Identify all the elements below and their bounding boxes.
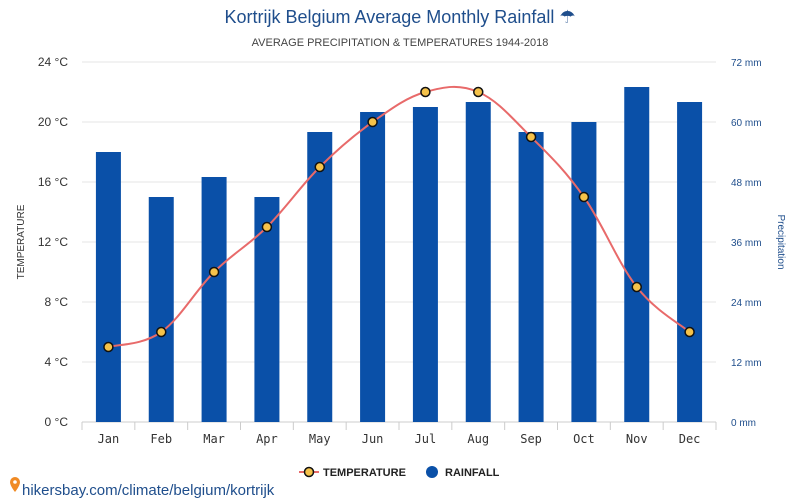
legend-item-temperature[interactable]: TEMPERATURE xyxy=(299,466,406,479)
temperature-point-aug[interactable] xyxy=(473,86,484,98)
rainfall-bar-jun[interactable] xyxy=(360,112,386,422)
footer-link[interactable]: hikersbay.com/climate/belgium/kortrijk xyxy=(10,477,275,499)
rainfall-bar-jul[interactable] xyxy=(412,107,438,422)
location-pin-icon xyxy=(10,477,20,492)
right-tick-label: 0 mm xyxy=(731,418,756,429)
right-axis-ticks: 0 mm 12 mm 24 mm 36 mm 48 mm 60 mm 72 mm xyxy=(731,58,762,429)
x-tick-label-dec: Dec xyxy=(679,432,701,446)
left-axis-ticks: 0 °C 4 °C 8 °C 12 °C 16 °C 20 °C 24 °C xyxy=(38,55,68,429)
x-tick-label-sep: Sep xyxy=(520,432,542,446)
x-tick-label-jun: Jun xyxy=(362,432,384,446)
temperature-point-jul[interactable] xyxy=(420,86,431,98)
legend[interactable]: TEMPERATURE RAINFALL xyxy=(299,466,500,479)
temperature-point-sep[interactable] xyxy=(525,131,537,143)
temperature-line xyxy=(103,85,695,353)
x-tick-label-nov: Nov xyxy=(626,432,648,446)
legend-item-rainfall[interactable]: RAINFALL xyxy=(426,466,500,479)
temperature-point-may[interactable] xyxy=(314,161,325,173)
right-tick-label: 72 mm xyxy=(731,58,762,69)
rainfall-bar-oct[interactable] xyxy=(571,122,597,422)
grid-lines xyxy=(81,61,717,430)
x-tick-label-mar: Mar xyxy=(203,432,225,446)
legend-temperature-label: TEMPERATURE xyxy=(323,467,406,479)
rainfall-bar-mar[interactable] xyxy=(201,177,227,422)
left-tick-label: 0 °C xyxy=(45,415,69,429)
temperature-point-feb[interactable] xyxy=(156,326,167,338)
right-axis-label: Precipitation xyxy=(775,214,786,269)
temperature-curve xyxy=(108,85,691,348)
temperature-point-apr[interactable] xyxy=(261,221,273,233)
location-pin-dot xyxy=(13,480,17,484)
left-tick-label: 24 °C xyxy=(38,55,68,69)
chart-subtitle: AVERAGE PRECIPITATION & TEMPERATURES 194… xyxy=(252,37,549,49)
footer-site-url[interactable]: hikersbay.com/climate/belgium/kortrijk xyxy=(22,482,275,499)
temperature-point-nov[interactable] xyxy=(631,281,642,293)
rainfall-bar-nov[interactable] xyxy=(624,87,650,422)
legend-rainfall-label: RAINFALL xyxy=(445,467,500,479)
temperature-point-jan[interactable] xyxy=(103,341,114,353)
x-tick-label-jan: Jan xyxy=(98,432,120,446)
legend-rainfall-dot-icon xyxy=(426,466,438,478)
rainfall-bar-dec[interactable] xyxy=(677,102,703,422)
right-tick-label: 24 mm xyxy=(731,298,762,309)
left-axis-label: TEMPERATURE xyxy=(16,204,27,279)
x-tick-label-aug: Aug xyxy=(467,432,489,446)
x-tick-label-apr: Apr xyxy=(256,432,278,446)
x-axis-ticks: Jan Feb Mar Apr May Jun Jul Aug Sep Oct Nov Dec xyxy=(98,432,701,446)
rainfall-bar-jan[interactable] xyxy=(95,152,121,422)
x-tick-label-feb: Feb xyxy=(150,432,172,446)
chart-title: Kortrijk Belgium Average Monthly Rainfal… xyxy=(225,7,576,27)
x-tick-label-jul: Jul xyxy=(415,432,437,446)
left-tick-label: 12 °C xyxy=(38,235,68,249)
temperature-point-mar[interactable] xyxy=(208,266,220,278)
rainfall-bar-feb[interactable] xyxy=(148,197,174,422)
right-tick-label: 60 mm xyxy=(731,118,762,129)
temperature-point-jun[interactable] xyxy=(367,116,378,128)
right-tick-label: 48 mm xyxy=(731,178,762,189)
left-tick-label: 4 °C xyxy=(45,355,69,369)
right-tick-label: 36 mm xyxy=(731,238,762,249)
left-tick-label: 20 °C xyxy=(38,115,68,129)
rainfall-bar-sep[interactable] xyxy=(518,132,544,422)
rainfall-bar-aug[interactable] xyxy=(465,102,491,422)
x-tick-label-may: May xyxy=(309,432,331,446)
left-tick-label: 8 °C xyxy=(45,295,69,309)
x-tick-label-oct: Oct xyxy=(573,432,595,446)
right-tick-label: 12 mm xyxy=(731,358,762,369)
rainfall-bar-may[interactable] xyxy=(307,132,333,422)
rainfall-bars xyxy=(95,87,703,422)
legend-temperature-marker-icon xyxy=(303,466,315,478)
left-tick-label: 16 °C xyxy=(38,175,68,189)
temperature-point-dec[interactable] xyxy=(684,326,695,338)
temperature-point-oct[interactable] xyxy=(578,191,590,203)
